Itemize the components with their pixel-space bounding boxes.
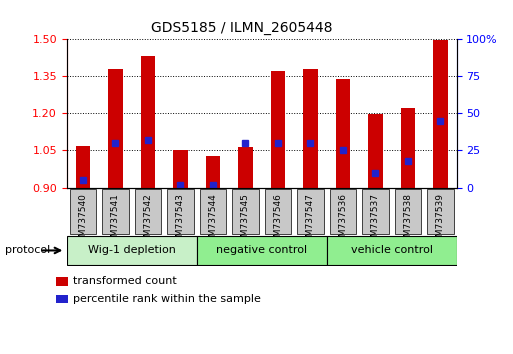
Bar bbox=[56, 277, 68, 286]
Bar bbox=[238, 147, 253, 188]
Bar bbox=[108, 69, 123, 188]
Text: GSM737546: GSM737546 bbox=[273, 193, 282, 248]
FancyBboxPatch shape bbox=[70, 189, 96, 234]
Text: GSM737544: GSM737544 bbox=[208, 193, 218, 248]
Text: vehicle control: vehicle control bbox=[350, 245, 432, 256]
Text: GSM737543: GSM737543 bbox=[176, 193, 185, 248]
FancyBboxPatch shape bbox=[134, 189, 161, 234]
Bar bbox=[368, 114, 383, 188]
Bar bbox=[433, 40, 448, 188]
FancyBboxPatch shape bbox=[297, 189, 324, 234]
Text: GSM737541: GSM737541 bbox=[111, 193, 120, 248]
FancyBboxPatch shape bbox=[196, 236, 327, 265]
Text: GSM737545: GSM737545 bbox=[241, 193, 250, 248]
Text: GSM737537: GSM737537 bbox=[371, 193, 380, 249]
FancyBboxPatch shape bbox=[362, 189, 389, 234]
Bar bbox=[206, 156, 220, 188]
Text: negative control: negative control bbox=[216, 245, 307, 256]
Text: transformed count: transformed count bbox=[73, 276, 177, 286]
Text: percentile rank within the sample: percentile rank within the sample bbox=[73, 294, 261, 304]
FancyBboxPatch shape bbox=[200, 189, 226, 234]
Text: GSM737547: GSM737547 bbox=[306, 193, 315, 248]
Bar bbox=[270, 71, 285, 188]
Bar bbox=[401, 108, 415, 188]
Text: Wig-1 depletion: Wig-1 depletion bbox=[88, 245, 175, 256]
Text: GSM737536: GSM737536 bbox=[339, 193, 347, 249]
FancyBboxPatch shape bbox=[167, 189, 194, 234]
Bar bbox=[303, 69, 318, 188]
Text: protocol: protocol bbox=[5, 245, 50, 256]
Bar bbox=[75, 146, 90, 188]
FancyBboxPatch shape bbox=[327, 236, 457, 265]
Text: GSM737538: GSM737538 bbox=[403, 193, 412, 249]
Bar bbox=[141, 56, 155, 188]
FancyBboxPatch shape bbox=[329, 189, 356, 234]
Title: GDS5185 / ILMN_2605448: GDS5185 / ILMN_2605448 bbox=[151, 21, 333, 35]
Bar bbox=[173, 150, 188, 188]
Text: GSM737542: GSM737542 bbox=[144, 193, 152, 248]
FancyBboxPatch shape bbox=[265, 189, 291, 234]
FancyBboxPatch shape bbox=[67, 236, 196, 265]
FancyBboxPatch shape bbox=[394, 189, 421, 234]
FancyBboxPatch shape bbox=[427, 189, 453, 234]
FancyBboxPatch shape bbox=[232, 189, 259, 234]
FancyBboxPatch shape bbox=[102, 189, 129, 234]
Text: GSM737540: GSM737540 bbox=[78, 193, 87, 248]
Bar bbox=[56, 295, 68, 303]
Bar bbox=[336, 79, 350, 188]
Text: GSM737539: GSM737539 bbox=[436, 193, 445, 249]
